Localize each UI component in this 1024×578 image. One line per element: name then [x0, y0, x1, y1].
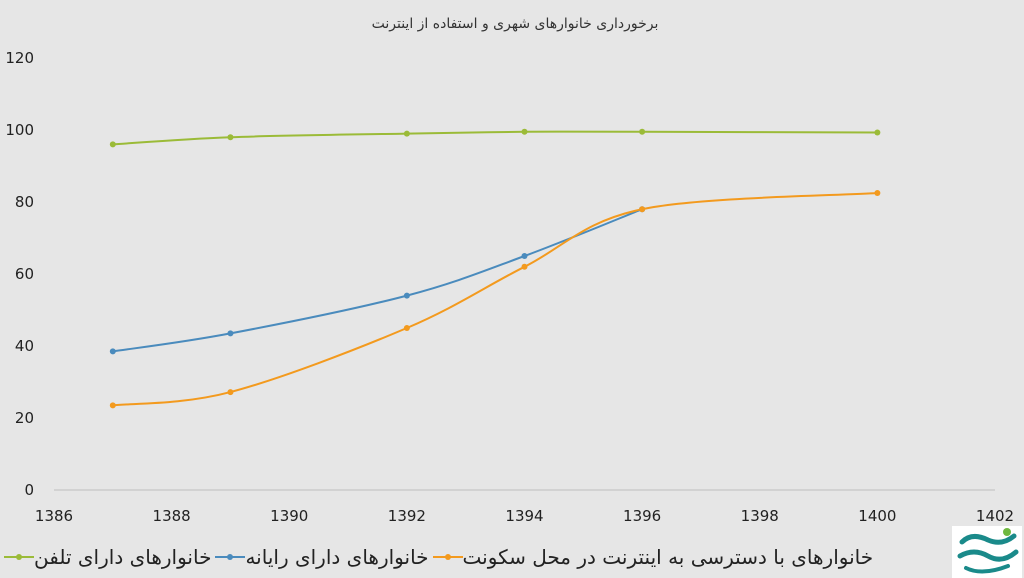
x-tick-label: 1386: [35, 507, 73, 525]
y-tick-label: 0: [24, 481, 34, 499]
x-tick-label: 1394: [505, 507, 543, 525]
chart: برخورداری خانوارهای شهری و استفاده از ای…: [5, 16, 1014, 525]
data-point: [109, 402, 116, 409]
data-point: [639, 128, 646, 135]
chart-title: برخورداری خانوارهای شهری و استفاده از ای…: [372, 16, 659, 32]
x-tick-label: 1398: [741, 507, 779, 525]
data-point: [521, 128, 528, 135]
legend-swatch: [215, 554, 246, 560]
legend-item: خانوارهای با دسترسی به اینترنت در محل سک…: [431, 545, 874, 569]
data-point: [403, 325, 410, 331]
data-point: [109, 141, 116, 148]
data-point: [109, 348, 116, 355]
data-point: [639, 206, 646, 213]
legend-label: خانوارهای با دسترسی به اینترنت در محل سک…: [462, 545, 874, 569]
legend: خانوارهای دارای تلفن خانوارهای دارای رایا…: [0, 540, 950, 574]
y-tick-label: 80: [15, 193, 34, 211]
legend-item: خانوارهای دارای رایانه: [213, 545, 429, 569]
series-1: [109, 128, 881, 148]
series-layer: [109, 128, 881, 409]
data-point: [227, 389, 234, 396]
x-tick-label: 1392: [388, 507, 426, 525]
x-tick-label: 1388: [153, 507, 191, 525]
x-tick-label: 1396: [623, 507, 661, 525]
x-tick-label: 1390: [270, 507, 308, 525]
legend-swatch: [4, 554, 34, 560]
y-tick-label: 20: [15, 409, 34, 427]
x-tick-label: 1402: [976, 507, 1014, 525]
data-point: [227, 330, 234, 337]
y-tick-label: 40: [15, 337, 34, 355]
series-3: [109, 190, 881, 409]
x-tick-label: 1400: [858, 507, 896, 525]
data-point: [521, 253, 528, 259]
y-tick-label: 120: [5, 49, 34, 67]
series-line: [112, 130, 878, 146]
x-axis: 1386 1388 1390 1392 1394 1396 1398 1400 1402: [35, 507, 1014, 525]
legend-label: خانوارهای دارای تلفن: [34, 545, 212, 569]
data-point: [521, 263, 528, 270]
data-point: [874, 190, 881, 196]
legend-swatch: [432, 554, 463, 560]
data-point: [227, 134, 234, 141]
legend-label: خانوارهای دارای رایانه: [245, 545, 429, 569]
y-tick-label: 60: [15, 265, 34, 283]
data-point: [403, 292, 410, 299]
data-point: [874, 129, 881, 136]
series-line: [112, 208, 643, 353]
y-tick-label: 100: [5, 121, 34, 139]
y-axis: 0 20 40 60 80 100 120: [5, 49, 34, 499]
brand-logo-icon: [952, 526, 1022, 578]
legend-item: خانوارهای دارای تلفن: [2, 545, 211, 569]
series-line: [112, 192, 878, 407]
series-2: [109, 206, 646, 355]
data-point: [403, 130, 410, 137]
